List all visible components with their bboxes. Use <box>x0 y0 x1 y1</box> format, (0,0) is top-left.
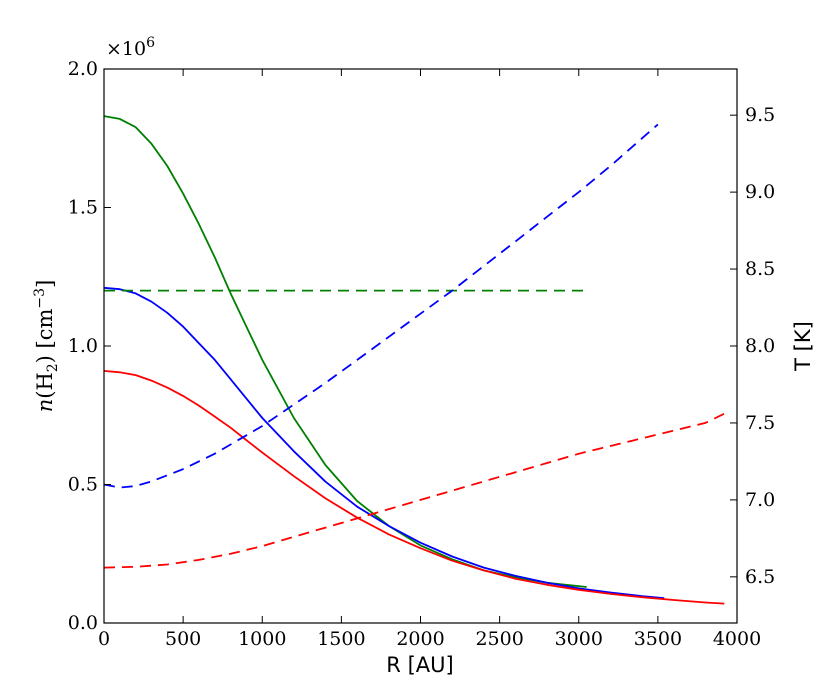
series-line-temperature-blue <box>103 123 659 489</box>
series-line-density-red <box>103 370 725 605</box>
left-axis-ticks: 0.0 0.5 1.0 1.5 2.0 <box>68 58 111 634</box>
x-tick-label: 0 <box>98 628 110 650</box>
series-line-density-blue <box>103 286 665 599</box>
left-tick-label: 0.0 <box>68 612 98 634</box>
x-tick-label: 1500 <box>317 628 365 650</box>
left-tick-label: 1.0 <box>68 335 98 357</box>
right-tick-label: 9.0 <box>745 181 775 203</box>
left-tick-label: 2.0 <box>68 58 98 80</box>
right-tick-label: 8.5 <box>745 258 775 280</box>
x-axis-ticks: 0 500 1000 1500 2000 2500 3000 3500 4000 <box>98 69 761 650</box>
x-tick-label: 2000 <box>396 628 444 650</box>
left-tick-label: 1.5 <box>68 197 98 219</box>
offset-label: ×106 <box>106 35 155 60</box>
right-tick-label: 7.5 <box>745 412 775 434</box>
plot-background <box>104 69 737 623</box>
right-tick-label: 8.0 <box>745 335 775 357</box>
x-tick-label: 2500 <box>475 628 523 650</box>
left-axis-title: n(H2) [cm−3] <box>32 280 61 413</box>
right-tick-label: 7.0 <box>745 489 775 511</box>
x-tick-label: 1000 <box>238 628 286 650</box>
series-layer <box>103 115 725 605</box>
x-tick-label: 3500 <box>634 628 682 650</box>
right-tick-label: 9.5 <box>745 104 775 126</box>
plot-area <box>103 68 738 624</box>
x-axis-title: R [AU] <box>386 653 453 677</box>
x-tick-label: 3000 <box>555 628 603 650</box>
left-tick-label: 0.5 <box>68 474 98 496</box>
x-tick-label: 500 <box>165 628 201 650</box>
right-axis-ticks: 6.5 7.0 7.5 8.0 8.5 9.0 9.5 <box>730 104 775 588</box>
right-tick-label: 6.5 <box>745 566 775 588</box>
x-tick-label: 4000 <box>713 628 761 650</box>
right-axis-title: T [K] <box>791 321 815 372</box>
series-line-temperature-red <box>103 412 725 569</box>
